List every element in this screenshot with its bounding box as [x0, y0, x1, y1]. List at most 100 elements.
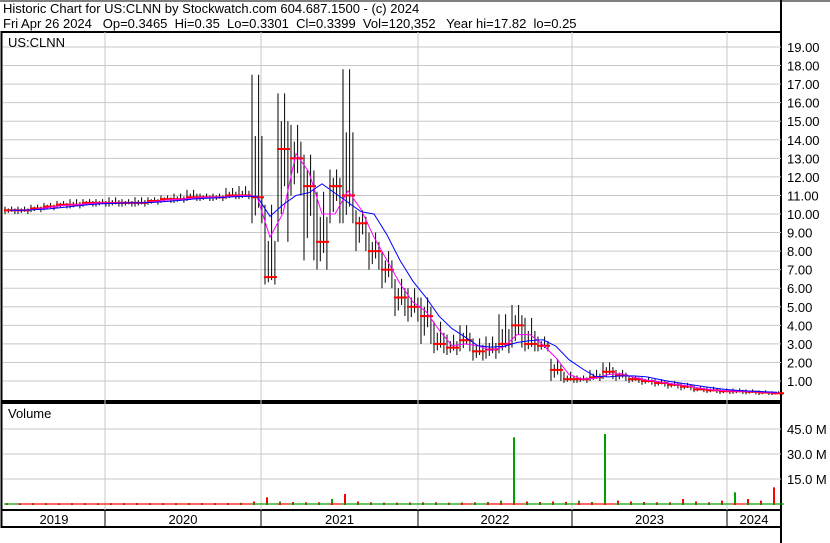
- volume-bar: [628, 503, 641, 505]
- volume-bar: [56, 503, 69, 505]
- close-mark: [693, 388, 706, 391]
- close-mark: [277, 148, 290, 151]
- price-tick-label: 12.00: [787, 170, 820, 185]
- close-mark: [680, 385, 693, 388]
- quote-line: Fri Apr 26 2024 Op=0.3465 Hi=0.35 Lo=0.3…: [3, 16, 577, 31]
- price-tick-label: 19.00: [787, 40, 820, 55]
- close-mark: [342, 194, 355, 197]
- volume-bar: [721, 500, 723, 505]
- volume-bar: [4, 503, 17, 505]
- volume-bar: [407, 503, 420, 505]
- volume-tick-label: 30.0 M: [787, 447, 827, 462]
- price-tick-label: 2.00: [787, 355, 812, 370]
- volume-bar: [589, 503, 602, 505]
- close-mark: [147, 200, 160, 203]
- volume-bar: [732, 503, 745, 505]
- volume-bar: [758, 503, 771, 505]
- price-tick-label: 13.00: [787, 151, 820, 166]
- volume-bar: [173, 503, 186, 505]
- volume-bar: [121, 503, 134, 505]
- volume-bar: [266, 497, 268, 505]
- volume-bar: [433, 503, 446, 505]
- volume-bar: [615, 503, 628, 505]
- volume-bar: [550, 503, 563, 505]
- volume-bar: [43, 503, 56, 505]
- volume-bar: [446, 503, 459, 505]
- close-mark: [628, 378, 641, 381]
- x-tick-label: 2023: [635, 512, 664, 527]
- volume-bar: [160, 503, 173, 505]
- volume-bar: [251, 503, 264, 505]
- close-mark: [641, 380, 654, 383]
- volume-bar: [734, 492, 736, 505]
- volume-bar: [604, 434, 606, 505]
- volume-bar: [485, 503, 498, 505]
- price-panel-frame: [0, 31, 782, 402]
- volume-bar: [134, 503, 147, 505]
- price-tick-label: 8.00: [787, 244, 812, 259]
- x-axis-frame: [0, 509, 782, 528]
- volume-bar: [511, 503, 524, 505]
- volume-bar: [331, 499, 333, 505]
- close-mark: [43, 205, 56, 208]
- price-tick-label: 16.00: [787, 96, 820, 111]
- close-mark: [381, 268, 394, 271]
- ma-short-line: [10, 152, 778, 394]
- volume-bar: [329, 503, 342, 505]
- volume-bar: [563, 503, 576, 505]
- close-mark: [264, 276, 277, 279]
- volume-bar: [602, 503, 615, 505]
- volume-bar: [459, 503, 472, 505]
- volume-bar: [95, 503, 108, 505]
- volume-bar: [264, 503, 277, 505]
- volume-bar: [368, 503, 381, 505]
- volume-tick-label: 45.0 M: [787, 422, 827, 437]
- volume-bar: [186, 503, 199, 505]
- volume-bar: [17, 503, 30, 505]
- price-tick-label: 17.00: [787, 77, 820, 92]
- volume-bar: [745, 503, 758, 505]
- volume-bar: [693, 503, 706, 505]
- volume-bar: [394, 503, 407, 505]
- volume-bar: [760, 500, 762, 505]
- volume-bar: [420, 503, 433, 505]
- volume-bar: [641, 503, 654, 505]
- volume-bar: [238, 503, 251, 505]
- price-tick-label: 18.00: [787, 59, 820, 74]
- volume-bar: [342, 503, 355, 505]
- close-mark: [524, 342, 537, 345]
- volume-bar: [771, 503, 784, 505]
- volume-bar: [212, 503, 225, 505]
- price-tick-label: 14.00: [787, 133, 820, 148]
- x-tick-label: 2021: [325, 512, 354, 527]
- close-mark: [602, 370, 615, 373]
- close-mark: [407, 305, 420, 308]
- close-mark: [316, 240, 329, 243]
- volume-tick-label: 15.0 M: [787, 472, 827, 487]
- volume-panel-frame: [0, 402, 782, 511]
- volume-bar: [654, 503, 667, 505]
- close-mark: [485, 348, 498, 351]
- volume-bar: [576, 503, 589, 505]
- volume-bar: [316, 503, 329, 505]
- volume-bar: [513, 437, 515, 505]
- volume-bar: [30, 503, 43, 505]
- volume-bar: [680, 503, 693, 505]
- ma-long-line: [10, 183, 778, 393]
- volume-bar: [537, 503, 550, 505]
- x-tick-label: 2024: [740, 512, 769, 527]
- volume-bar: [667, 503, 680, 505]
- close-mark: [459, 339, 472, 342]
- close-mark: [329, 185, 342, 188]
- close-mark: [771, 392, 784, 395]
- volume-bar: [498, 503, 511, 505]
- volume-bar: [69, 503, 82, 505]
- close-mark: [550, 368, 563, 371]
- volume-bar: [290, 503, 303, 505]
- close-mark: [511, 324, 524, 327]
- volume-bar: [355, 503, 368, 505]
- close-mark: [368, 250, 381, 253]
- volume-bar: [500, 500, 502, 505]
